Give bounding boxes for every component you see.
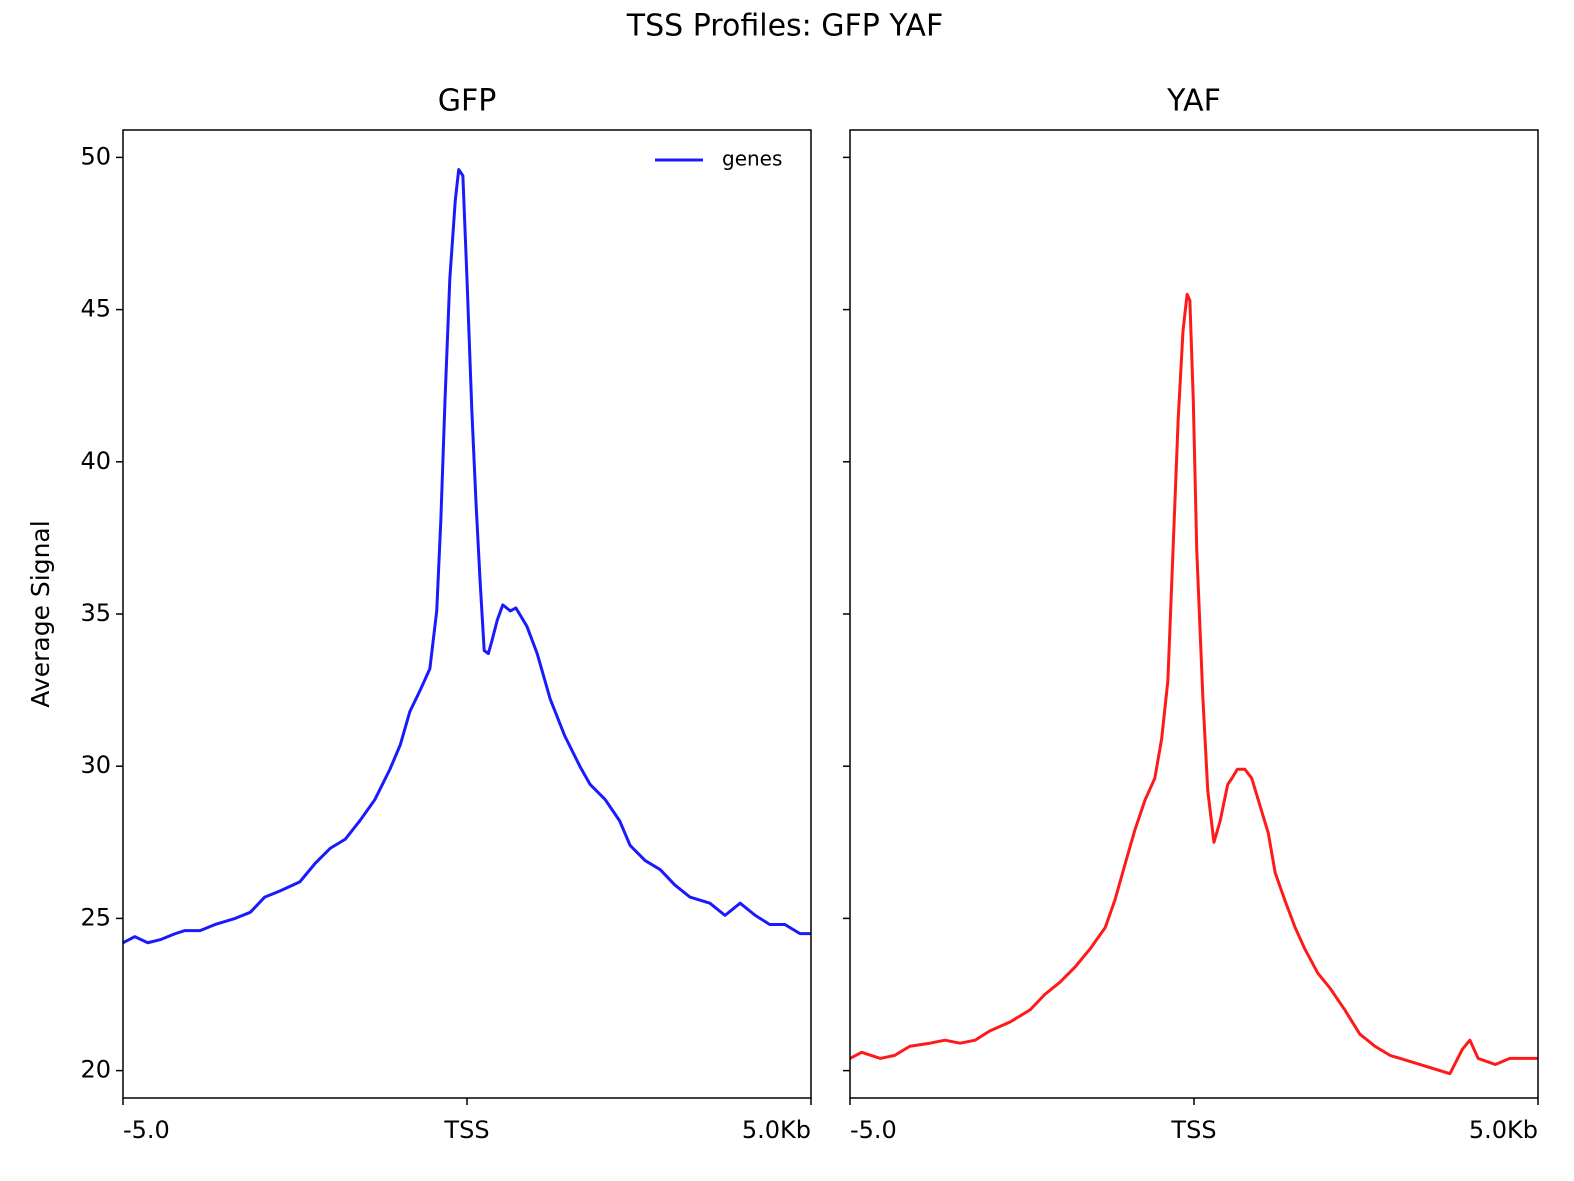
x-tick-label: TSS [443, 1116, 489, 1144]
figure-title: TSS Profiles: GFP YAF [626, 9, 943, 44]
y-tick-label: 25 [80, 903, 111, 931]
plot-frame [122, 129, 812, 1099]
panel-title: YAF [1166, 84, 1221, 119]
x-tick-label: 5.0Kb [1469, 1116, 1538, 1144]
x-tick-label: -5.0 [123, 1116, 170, 1144]
y-tick-label: 30 [80, 751, 111, 779]
plot-frame [849, 129, 1539, 1099]
y-axis-label: Average Signal [26, 520, 55, 707]
y-tick-label: 45 [80, 295, 111, 323]
data-line [849, 292, 1538, 1076]
y-tick-label: 50 [80, 142, 111, 170]
data-line [122, 168, 811, 945]
panel-title: GFP [438, 84, 497, 119]
x-tick-label: -5.0 [850, 1116, 897, 1144]
legend-label: genes [722, 147, 782, 171]
x-tick-label: 5.0Kb [742, 1116, 811, 1144]
y-tick-label: 20 [80, 1056, 111, 1084]
y-tick-label: 40 [80, 447, 111, 475]
x-tick-label: TSS [1170, 1116, 1216, 1144]
y-tick-label: 35 [80, 599, 111, 627]
